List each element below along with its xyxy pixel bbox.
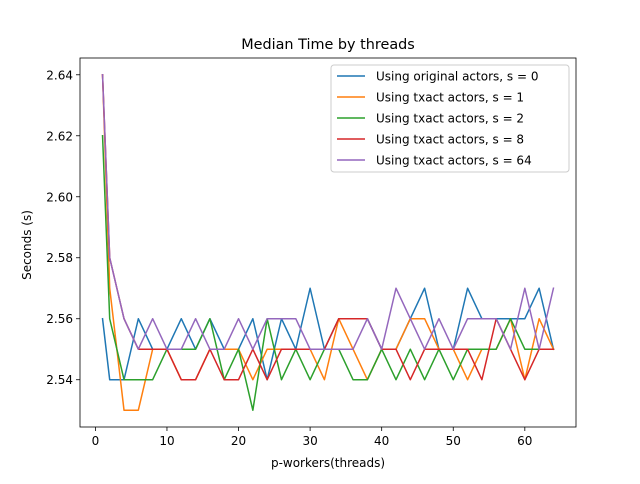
y-tick-label: 2.64 <box>46 68 73 82</box>
x-tick-label: 10 <box>159 434 174 448</box>
y-tick-label: 2.56 <box>46 312 73 326</box>
legend: Using original actors, s = 0 Using txact … <box>330 64 570 173</box>
axis-ticks: 0 10 20 30 40 50 60 2.54 2.56 2.58 2.60 2.62 2.64 <box>46 68 532 448</box>
y-tick-label: 2.62 <box>46 129 73 143</box>
y-tick-label: 2.58 <box>46 251 73 265</box>
x-tick-label: 60 <box>517 434 532 448</box>
chart-title: Median Time by threads <box>241 37 415 53</box>
x-axis-label: p-workers(threads) <box>271 456 385 470</box>
legend-label: Using txact actors, s = 8 <box>376 133 524 147</box>
axes-frame <box>79 57 577 428</box>
y-tick-label: 2.60 <box>46 190 73 204</box>
x-tick-label: 30 <box>302 434 317 448</box>
series-lines <box>101 73 555 411</box>
legend-label: Using txact actors, s = 1 <box>376 91 524 105</box>
x-tick-label: 40 <box>374 434 389 448</box>
legend-label: Using txact actors, s = 2 <box>376 112 524 126</box>
y-tick-label: 2.54 <box>46 373 73 387</box>
x-tick-label: 20 <box>231 434 246 448</box>
y-axis-label: Seconds (s) <box>20 210 34 280</box>
legend-label: Using original actors, s = 0 <box>376 70 538 84</box>
legend-box <box>330 64 570 173</box>
legend-label: Using txact actors, s = 64 <box>376 154 532 168</box>
x-tick-label: 50 <box>446 434 461 448</box>
x-tick-label: 0 <box>92 434 100 448</box>
series-line-4 <box>101 73 555 350</box>
